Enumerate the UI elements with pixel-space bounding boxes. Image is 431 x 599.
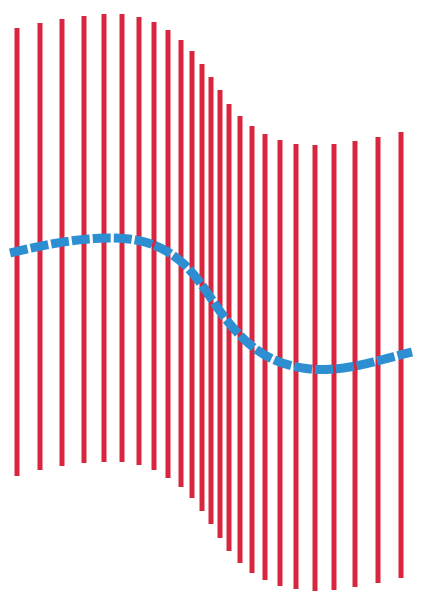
blue-wave-curve	[8, 233, 414, 374]
